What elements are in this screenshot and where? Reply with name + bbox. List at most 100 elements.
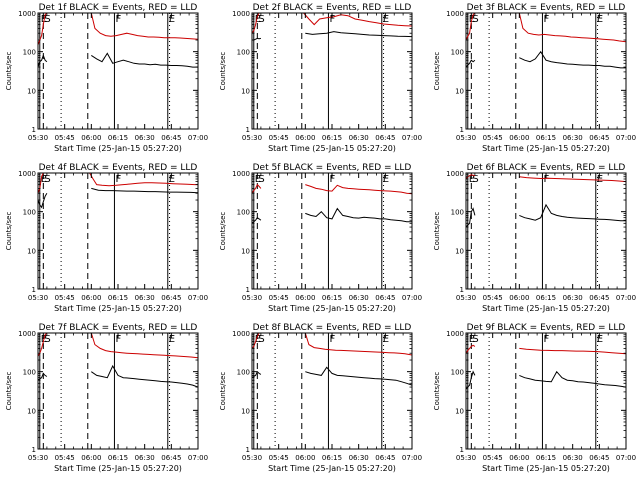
x-tick-label: 06:45 [589, 294, 609, 302]
x-tick-label: 05:45 [55, 294, 75, 302]
y-axis-label: Counts/sec [219, 52, 227, 91]
event-marker-label: F [543, 14, 549, 25]
series-line-lld-seg2 [305, 184, 413, 195]
panel-title: Det 4f BLACK = Events, RED = LLD [39, 163, 198, 173]
y-tick-label: 100 [451, 49, 464, 57]
x-axis-label: Start Time (25-Jan-15 05:27:20) [482, 304, 610, 313]
x-tick-label: 06:15 [108, 454, 128, 462]
x-tick-label: 05:45 [55, 134, 75, 142]
x-tick-label: 06:15 [536, 134, 556, 142]
y-axis-label: Counts/sec [5, 52, 13, 91]
x-tick-label: 06:00 [509, 134, 529, 142]
x-tick-label: 06:30 [135, 134, 155, 142]
y-tick-label: 10 [455, 407, 464, 415]
x-tick-label: 07:00 [188, 294, 208, 302]
series-line-lld-seg2 [90, 332, 199, 359]
panel-title: Det 5f BLACK = Events, RED = LLD [253, 163, 412, 173]
panel-title: Det 2f BLACK = Events, RED = LLD [253, 3, 412, 13]
panel-title: Det 1f BLACK = Events, RED = LLD [39, 3, 198, 13]
series-line-events-seg1 [251, 370, 262, 379]
detector-panel-2: Det 2f BLACK = Events, RED = LLD Counts/s… [219, 3, 422, 153]
plot-frame [37, 12, 199, 130]
event-marker-label: E [597, 334, 603, 345]
x-tick-label: 06:15 [108, 294, 128, 302]
x-tick-label: 07:00 [402, 294, 422, 302]
event-marker-label: E [597, 14, 603, 25]
series-line-events-seg2 [519, 203, 626, 222]
y-axis-label: Counts/sec [219, 212, 227, 251]
event-marker-label: E [255, 334, 261, 345]
event-marker-label: E [383, 174, 389, 185]
x-tick-label: 06:45 [589, 454, 609, 462]
x-tick-label: 05:30 [28, 454, 48, 462]
y-tick-label: 1000 [232, 330, 250, 338]
y-tick-label: 100 [23, 209, 36, 217]
detector-panel-3: Det 3f BLACK = Events, RED = LLD Counts/s… [433, 3, 636, 153]
event-marker-label: S [472, 174, 478, 185]
plot-frame [465, 172, 627, 290]
series-line-events-seg1 [37, 192, 48, 209]
series-line-events-seg1 [465, 370, 476, 390]
y-axis-label: Counts/sec [433, 52, 441, 91]
panel-title: Det 9f BLACK = Events, RED = LLD [467, 323, 626, 333]
panel-title: Det 8f BLACK = Events, RED = LLD [253, 323, 412, 333]
y-tick-label: 100 [23, 49, 36, 57]
event-marker-label: S [472, 14, 478, 25]
x-tick-label: 06:00 [81, 134, 101, 142]
x-tick-label: 06:15 [536, 454, 556, 462]
series-line-events-seg2 [305, 366, 413, 386]
x-tick-label: 07:00 [616, 134, 636, 142]
series-line-lld-seg1 [465, 344, 476, 354]
series-line-events-seg1 [465, 59, 476, 68]
event-marker-label: F [115, 174, 121, 185]
series-line-events-seg2 [91, 187, 199, 194]
series-line-lld-seg1 [37, 332, 48, 357]
event-marker-label: F [115, 334, 121, 345]
x-tick-label: 05:45 [269, 454, 289, 462]
x-tick-label: 06:00 [295, 454, 315, 462]
x-tick-label: 06:00 [295, 134, 315, 142]
x-tick-label: 05:45 [269, 294, 289, 302]
panel-title: Det 3f BLACK = Events, RED = LLD [467, 3, 626, 13]
x-tick-label: 06:45 [161, 294, 181, 302]
y-tick-label: 1000 [446, 10, 464, 18]
event-marker-label: E [169, 14, 175, 25]
series-line-lld-seg1 [465, 12, 476, 41]
series-line-lld-seg1 [251, 183, 262, 194]
y-tick-label: 10 [455, 87, 464, 95]
y-tick-label: 1000 [18, 170, 36, 178]
y-tick-label: 100 [451, 369, 464, 377]
y-tick-label: 1000 [232, 170, 250, 178]
detector-panel-8: Det 8f BLACK = Events, RED = LLD Counts/s… [219, 323, 422, 473]
panel-title: Det 7f BLACK = Events, RED = LLD [39, 323, 198, 333]
x-axis-label: Start Time (25-Jan-15 05:27:20) [54, 464, 182, 473]
event-marker-label: E [41, 174, 47, 185]
x-axis-label: Start Time (25-Jan-15 05:27:20) [268, 304, 396, 313]
event-marker-label: F [329, 174, 335, 185]
x-tick-label: 06:15 [322, 134, 342, 142]
detector-panel-5: Det 5f BLACK = Events, RED = LLD Counts/s… [219, 163, 422, 313]
y-axis-label: Counts/sec [433, 372, 441, 411]
x-tick-label: 06:15 [536, 294, 556, 302]
x-tick-label: 06:30 [563, 294, 583, 302]
x-axis-label: Start Time (25-Jan-15 05:27:20) [268, 144, 396, 153]
x-tick-label: 05:45 [483, 134, 503, 142]
series-line-events-seg2 [519, 370, 627, 388]
x-tick-label: 06:30 [135, 454, 155, 462]
y-tick-label: 1000 [232, 10, 250, 18]
series-line-events-seg1 [37, 372, 48, 381]
plot-frame [37, 332, 199, 450]
y-tick-label: 1 [32, 286, 36, 294]
event-marker-label: E [597, 174, 603, 185]
y-tick-label: 1 [460, 446, 464, 454]
y-tick-label: 10 [27, 407, 36, 415]
x-tick-label: 05:45 [483, 454, 503, 462]
series-line-lld-seg2 [303, 12, 413, 27]
series-line-events-seg1 [37, 53, 48, 68]
plot-frame [465, 12, 627, 130]
x-tick-label: 06:30 [135, 294, 155, 302]
x-tick-label: 06:15 [322, 294, 342, 302]
event-marker-label: F [329, 14, 335, 25]
event-marker-label: E [469, 334, 475, 345]
